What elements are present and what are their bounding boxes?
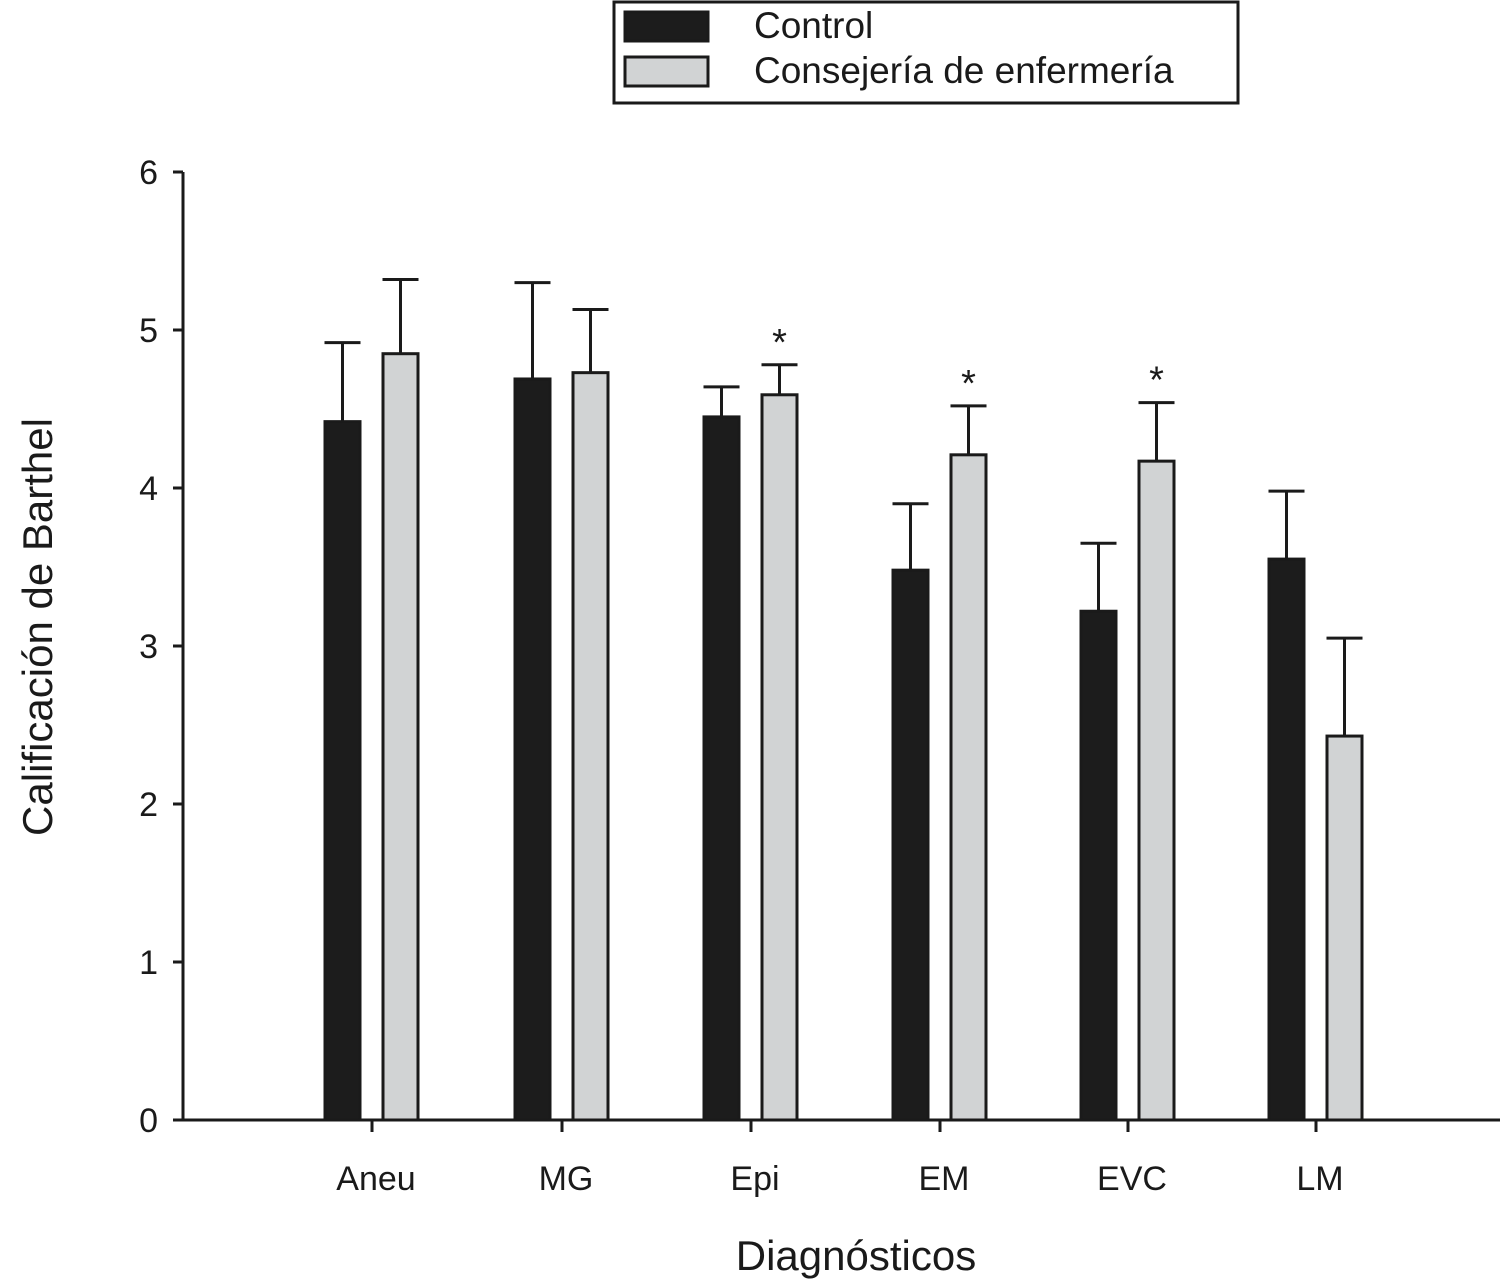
significance-marker: * [772, 322, 787, 364]
bar-control-aneu [323, 420, 362, 1122]
y-tick-label: 2 [139, 786, 158, 824]
significance-marker: * [1149, 360, 1164, 402]
bars-layer: * * * [323, 277, 1364, 1122]
x-axis-title: Diagnósticos [736, 1232, 976, 1279]
bar-consejer-a-de-enfermer-a-lm [1325, 734, 1364, 1122]
bar-control-evc [1079, 609, 1118, 1122]
legend-label-control: Control [754, 5, 873, 46]
x-tick-label: Epi [730, 1160, 779, 1198]
legend-swatch-consejeria [623, 55, 710, 88]
x-tick-label: EVC [1097, 1160, 1167, 1198]
bar-control-epi [702, 415, 741, 1122]
legend-swatch-control [623, 10, 710, 43]
legend-box [612, 0, 1240, 105]
bar-consejer-a-de-enfermer-a-aneu [381, 352, 420, 1122]
y-tick-label: 0 [139, 1102, 158, 1140]
bar-control-lm [1267, 557, 1306, 1122]
x-tick-label: LM [1296, 1160, 1343, 1198]
bar-consejer-a-de-enfermer-a-em [949, 453, 988, 1122]
significance-marker: * [961, 363, 976, 405]
x-tick-label: MG [539, 1160, 594, 1198]
bar-consejer-a-de-enfermer-a-epi [760, 393, 799, 1122]
x-tick-label: Aneu [336, 1160, 415, 1198]
y-tick-label: 6 [139, 154, 158, 192]
y-tick-label: 5 [139, 312, 158, 350]
y-tick-label: 1 [139, 944, 158, 982]
y-tick-label: 3 [139, 628, 158, 666]
bar-control-em [891, 568, 930, 1122]
bar-consejer-a-de-enfermer-a-mg [571, 371, 610, 1122]
bar-control-mg [513, 377, 552, 1122]
x-tick-label: EM [919, 1160, 970, 1198]
legend-label-consejeria: Consejería de enfermería [754, 50, 1174, 91]
bar-consejer-a-de-enfermer-a-evc [1137, 459, 1176, 1122]
y-axis-title: Calificación de Barthel [14, 418, 61, 836]
y-tick-label: 4 [139, 470, 158, 508]
